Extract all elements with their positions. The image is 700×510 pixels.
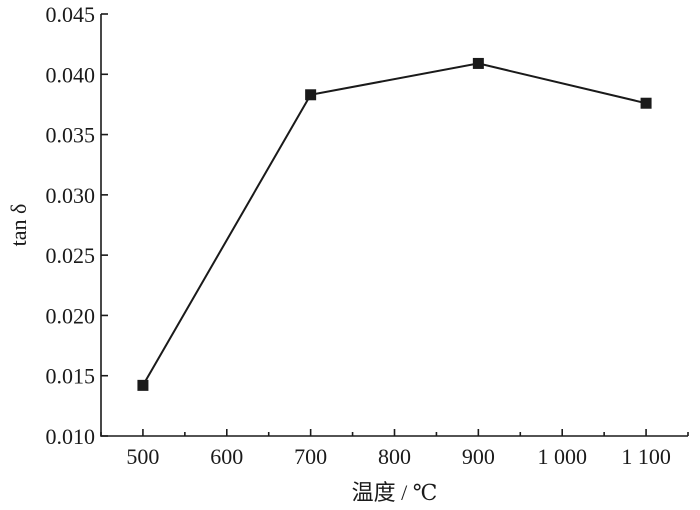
- x-tick-label: 800: [378, 444, 411, 469]
- y-axis-ticks: 0.010 0.015 0.020 0.025 0.030 0.035 0.040 0.045: [46, 2, 108, 449]
- y-tick-label: 0.045: [46, 2, 96, 27]
- y-tick-label: 0.040: [46, 62, 96, 87]
- x-tick-label: 500: [126, 444, 159, 469]
- series-line: [142, 62, 647, 386]
- x-tick-label: 600: [210, 444, 243, 469]
- y-tick-label: 0.020: [46, 303, 96, 328]
- x-axis-label: 温度 / ℃: [352, 480, 438, 505]
- y-tick-label: 0.035: [46, 123, 96, 148]
- y-tick-label: 0.025: [46, 243, 96, 268]
- y-tick-label: 0.010: [46, 424, 96, 449]
- y-tick-label: 0.015: [46, 364, 96, 389]
- series-markers: [137, 57, 652, 391]
- data-point-marker: [137, 379, 149, 391]
- x-tick-label: 1 100: [621, 444, 671, 469]
- y-axis-label: tan δ: [6, 204, 31, 247]
- x-tick-label: 900: [462, 444, 495, 469]
- x-tick-label: 1 000: [537, 444, 587, 469]
- data-point-marker: [640, 97, 652, 109]
- y-tick-label: 0.030: [46, 183, 96, 208]
- chart-axes: [100, 14, 688, 437]
- x-tick-label: 700: [294, 444, 327, 469]
- data-point-marker: [305, 89, 317, 101]
- data-point-marker: [472, 57, 484, 69]
- x-axis-ticks: 500 600 700 800 900 1 000 1 100: [100, 429, 689, 469]
